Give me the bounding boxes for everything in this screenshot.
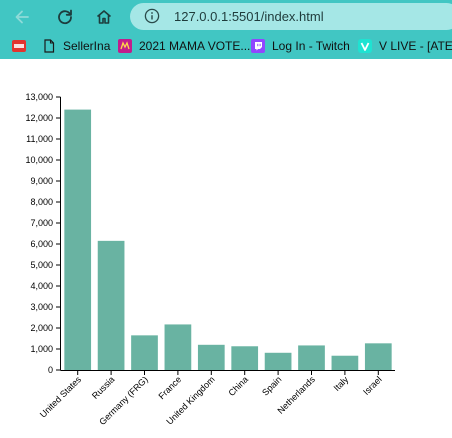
y-tick-label: 5,000 [30,260,53,270]
bookmark-label: Log In - Twitch [272,39,350,53]
mama-icon [118,39,132,53]
y-tick-label: 4,000 [30,281,53,291]
y-tick-label: 3,000 [30,302,53,312]
bar-chart: 0 1,000 2,000 3,000 4,000 5,000 6,000 7,000 8,00… [25,92,395,427]
x-tick-label: China [226,374,250,398]
y-tick-label: 6,000 [30,239,53,249]
bar-china [231,346,259,370]
bookmark-label: V LIVE - [ATEEZ [379,39,452,53]
bar-russia [97,240,125,370]
bar-united-kingdom [197,344,225,370]
bookmark-vlive[interactable]: V LIVE - [ATEEZ [358,37,452,55]
y-tick-label: 2,000 [30,323,53,333]
bar-united-states [64,109,92,370]
bookmark-label: SellerIna [63,39,111,53]
back-arrow-icon [15,10,29,24]
bar-italy [331,355,359,370]
x-tick-label: Spain [260,374,283,397]
bar-germany-frg [131,335,158,370]
document-icon [44,39,55,53]
address-bar[interactable]: 127.0.0.1:5501/index.html [130,3,452,30]
y-tick-label: 13,000 [25,92,53,102]
y-tick-label: 12,000 [25,113,53,123]
x-tick-label: Israel [361,374,384,397]
home-icon [96,10,112,24]
info-icon[interactable] [144,8,160,24]
back-button[interactable] [9,4,35,30]
y-tick-label: 1,000 [30,344,53,354]
bar-israel [364,343,392,370]
bookmarks-bar: SellerIna 2021 MAMA VOTE... Log In - Twi… [0,33,452,59]
reload-icon [58,9,72,25]
x-tick-label: France [156,374,183,401]
bookmark-pdf[interactable] [12,37,33,55]
home-button[interactable] [91,4,117,30]
browser-toolbar: 127.0.0.1:5501/index.html [0,0,452,33]
bookmark-sellerina[interactable]: SellerIna [42,37,110,55]
y-tick-label: 10,000 [25,155,53,165]
x-tick-label: Russia [90,374,117,401]
y-tick-label: 9,000 [30,176,53,186]
bar-netherlands [298,345,325,370]
bookmark-twitch[interactable]: Log In - Twitch [251,37,350,55]
bar-france [164,324,192,370]
y-tick-label: 11,000 [26,134,53,144]
vlive-icon [358,39,372,53]
twitch-icon [251,39,265,53]
bookmark-mama-vote[interactable]: 2021 MAMA VOTE... [118,37,250,55]
x-tick-label: Italy [332,374,351,393]
bar-spain [264,352,292,370]
url-text: 127.0.0.1:5501/index.html [174,9,324,24]
reload-button[interactable] [52,4,78,30]
y-tick-label: 7,000 [30,218,53,228]
pdf-icon [12,40,26,52]
y-tick-label: 0 [48,365,53,375]
y-tick-label: 8,000 [30,197,53,207]
x-tick-label: United States [38,374,84,420]
bookmark-label: 2021 MAMA VOTE... [139,39,251,53]
